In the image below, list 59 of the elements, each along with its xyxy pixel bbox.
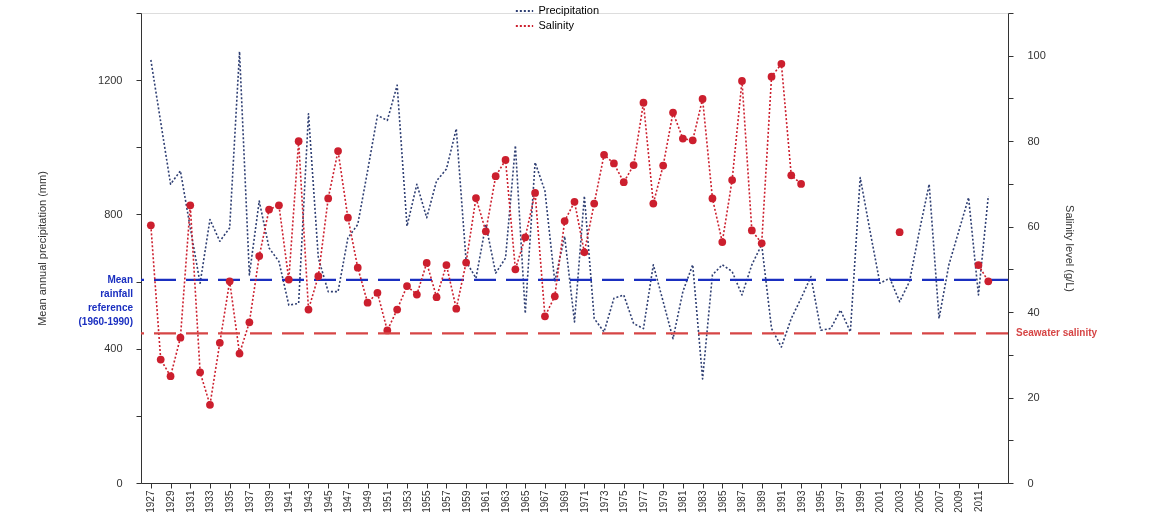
legend-label: Precipitation (538, 4, 600, 16)
y2-tick-label: 20 (1027, 391, 1040, 404)
x-tick-label: 1941 (283, 490, 295, 513)
ref-line-label: Mean rainfall reference (1960-1990) (78, 273, 134, 327)
y2-tick-label: 40 (1027, 305, 1040, 318)
y-axis-title: Mean annual precipitation (mm) (36, 171, 49, 326)
x-tick-label: 1973 (598, 490, 610, 513)
y2-tick-label: 80 (1027, 134, 1040, 147)
x-tick-label: 1961 (480, 490, 492, 513)
x-tick-label: 2001 (874, 490, 886, 513)
x-tick-label: 1965 (519, 490, 531, 513)
x-tick-label: 2003 (894, 490, 906, 513)
x-tick-label: 1967 (539, 490, 551, 513)
y2-tick-label: 60 (1027, 220, 1040, 233)
y-tick-label: 0 (116, 476, 123, 489)
x-tick-label: 1983 (697, 490, 709, 513)
x-tick-label: 1955 (421, 490, 433, 513)
ref-line-label: Seawater salinity (1016, 327, 1098, 339)
x-tick-label: 1979 (657, 490, 669, 513)
y-tick-label: 400 (104, 342, 123, 355)
x-tick-label: 1945 (322, 490, 334, 513)
x-tick-label: 1959 (460, 490, 472, 513)
x-tick-label: 1933 (204, 490, 216, 513)
x-tick-label: 1951 (381, 490, 393, 513)
x-tick-label: 1937 (243, 490, 255, 513)
legend-label: Salinity (538, 19, 575, 31)
x-tick-label: 1989 (756, 490, 768, 513)
x-tick-label: 1987 (736, 490, 748, 513)
x-tick-label: 1969 (559, 490, 571, 513)
x-tick-label: 2009 (953, 490, 965, 513)
x-tick-label: 1949 (362, 490, 374, 513)
x-tick-label: 2011 (972, 490, 984, 513)
x-tick-label: 2005 (913, 490, 925, 513)
y-tick-label: 1200 (98, 73, 123, 86)
x-tick-label: 1929 (165, 490, 177, 513)
x-tick-label: 1999 (854, 490, 866, 513)
x-tick-label: 1943 (302, 490, 314, 513)
y2-tick-label: 100 (1027, 49, 1046, 62)
x-tick-label: 1939 (263, 490, 275, 513)
x-tick-label: 1995 (815, 490, 827, 513)
y2-tick-label: 0 (1027, 476, 1034, 489)
y2-axis-title: Salinity level (g/L) (1063, 205, 1076, 292)
x-tick-label: 1991 (775, 490, 787, 513)
x-tick-label: 1981 (677, 490, 689, 513)
x-tick-label: 1997 (835, 490, 847, 513)
x-tick-label: 1971 (578, 490, 590, 513)
x-tick-label: 1935 (224, 490, 236, 513)
x-tick-label: 1985 (716, 490, 728, 513)
x-tick-label: 1977 (637, 490, 649, 513)
x-tick-label: 1963 (500, 490, 512, 513)
x-tick-label: 1931 (184, 490, 196, 513)
x-tick-label: 1957 (440, 490, 452, 513)
x-tick-label: 1993 (795, 490, 807, 513)
x-tick-label: 1927 (145, 490, 157, 513)
x-tick-label: 1975 (618, 490, 630, 513)
x-tick-label: 1953 (401, 490, 413, 513)
y-tick-label: 800 (104, 207, 123, 220)
x-tick-label: 2007 (933, 490, 945, 513)
x-tick-label: 1947 (342, 490, 354, 513)
